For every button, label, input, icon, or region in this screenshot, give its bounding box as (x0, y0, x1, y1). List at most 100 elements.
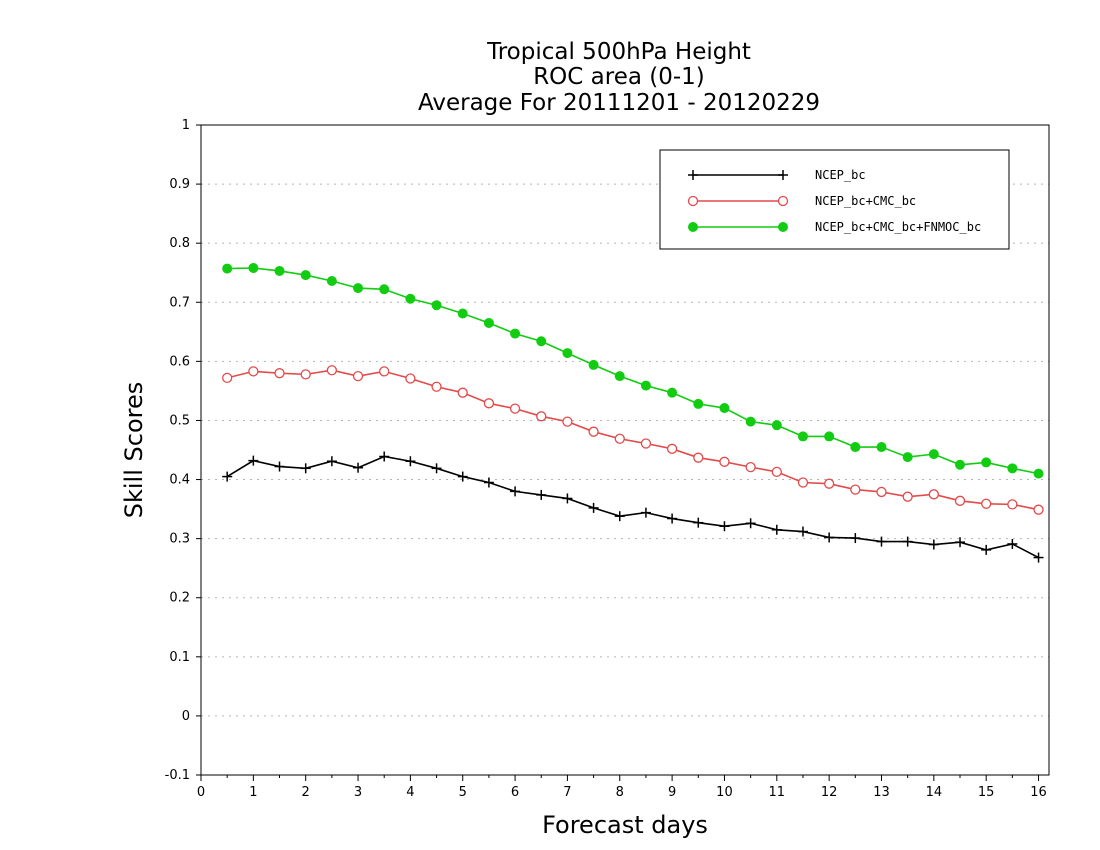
x-tick-label: 1 (249, 785, 257, 800)
data-point-filled-circle (955, 459, 966, 470)
x-tick-label: 11 (769, 785, 786, 800)
chart-title: Tropical 500hPa Height ROC area (0-1) Av… (418, 39, 820, 116)
x-axis-ticks: 0 1 2 3 4 5 6 7 8 9 10 11 12 13 14 15 16 (197, 775, 1047, 800)
data-point-plus (745, 518, 756, 529)
legend-label: NCEP_bc (815, 168, 866, 182)
data-point-plus (379, 451, 390, 462)
y-tick-label: 0.4 (169, 473, 190, 488)
series-lines (222, 263, 1044, 563)
data-point-plus (771, 524, 782, 535)
data-point-filled-circle (614, 371, 625, 382)
series-1 (222, 365, 1044, 515)
data-point-plus (693, 517, 704, 528)
legend-entry: NCEP_bc (688, 168, 866, 182)
x-tick-label: 9 (668, 785, 676, 800)
data-point-filled-circle (562, 348, 573, 359)
data-point-open-circle (797, 477, 809, 488)
data-point-plus (1033, 552, 1044, 563)
y-tick-label: 0.8 (169, 236, 190, 251)
data-point-plus (457, 471, 468, 482)
data-point-filled-circle (274, 265, 285, 276)
data-point-filled-circle (222, 263, 233, 274)
data-point-open-circle (536, 411, 547, 422)
data-point-filled-circle (457, 308, 468, 319)
data-point-open-circle (431, 381, 442, 392)
data-point-plus (274, 461, 285, 472)
data-point-plus (928, 539, 939, 550)
y-axis-ticks: -0.1 0 0.1 0.2 0.3 0.4 0.5 0.6 0.7 0.8 0.9 1 (165, 118, 201, 783)
x-tick-label: 8 (616, 785, 624, 800)
data-point-open-circle (562, 416, 573, 427)
legend-label: NCEP_bc+CMC_bc (815, 194, 916, 208)
data-point-open-circle (352, 370, 364, 382)
data-point-filled-circle (745, 416, 756, 427)
data-point-open-circle (954, 495, 966, 506)
data-point-open-circle (777, 195, 789, 207)
x-tick-label: 16 (1030, 785, 1047, 800)
data-point-open-circle (876, 486, 887, 498)
data-point-plus (902, 536, 913, 547)
data-point-open-circle (640, 438, 652, 449)
data-point-filled-circle (778, 222, 788, 232)
data-point-plus (248, 455, 259, 466)
data-point-filled-circle (693, 398, 704, 409)
x-tick-label: 5 (459, 785, 467, 800)
x-axis-title: Forecast days (542, 811, 708, 839)
data-point-open-circle (981, 498, 992, 509)
data-point-plus (588, 502, 599, 513)
y-tick-label: -0.1 (165, 768, 190, 783)
data-point-open-circle (745, 461, 756, 473)
data-point-plus (955, 537, 966, 548)
data-point-open-circle (902, 491, 913, 502)
data-point-filled-circle (379, 284, 390, 295)
title-line-3: Average For 20111201 - 20120229 (418, 90, 820, 116)
x-tick-label: 3 (354, 785, 362, 800)
legend-box (659, 149, 1010, 250)
legend-entry: NCEP_bc+CMC_bc+FNMOC_bc (688, 220, 981, 234)
data-point-open-circle (693, 452, 704, 463)
data-point-filled-circle (928, 449, 939, 460)
legend-label: NCEP_bc+CMC_bc+FNMOC_bc (815, 220, 981, 234)
data-point-open-circle (771, 466, 782, 478)
data-point-open-circle (248, 366, 259, 377)
x-tick-label: 14 (926, 785, 943, 800)
data-point-plus (667, 513, 678, 524)
series-line (226, 455, 1039, 559)
data-point-open-circle (483, 398, 495, 409)
data-point-plus (353, 462, 364, 473)
data-point-plus (876, 536, 887, 547)
x-tick-label: 0 (197, 785, 205, 800)
data-point-plus (483, 477, 494, 488)
data-point-filled-circle (902, 452, 913, 463)
data-point-open-circle (614, 433, 625, 444)
series-line (227, 267, 1039, 475)
data-point-filled-circle (483, 317, 494, 328)
data-point-open-circle (379, 366, 390, 377)
y-tick-label: 0.2 (169, 591, 190, 606)
series-2 (222, 263, 1044, 479)
data-point-filled-circle (876, 442, 887, 453)
data-point-open-circle (588, 426, 599, 437)
data-point-open-circle (719, 456, 730, 467)
series-line (226, 369, 1039, 511)
data-point-filled-circle (510, 328, 521, 339)
data-point-plus (510, 486, 521, 497)
x-tick-label: 4 (406, 785, 414, 800)
data-point-filled-circle (640, 380, 651, 391)
x-tick-label: 15 (978, 785, 995, 800)
data-point-open-circle (1033, 504, 1044, 515)
data-point-plus (536, 489, 547, 500)
data-point-filled-circle (536, 336, 547, 347)
y-tick-label: 0.1 (169, 650, 190, 665)
data-point-filled-circle (326, 276, 337, 286)
y-axis-title: Skill Scores (120, 382, 148, 519)
data-point-plus (778, 170, 788, 180)
title-line-2: ROC area (0-1) (533, 64, 705, 90)
y-tick-label: 0.5 (169, 413, 190, 428)
x-tick-label: 7 (563, 785, 571, 800)
data-point-filled-circle (688, 222, 698, 232)
data-point-open-circle (687, 195, 699, 207)
data-point-filled-circle (405, 293, 416, 304)
data-point-open-circle (222, 372, 233, 384)
